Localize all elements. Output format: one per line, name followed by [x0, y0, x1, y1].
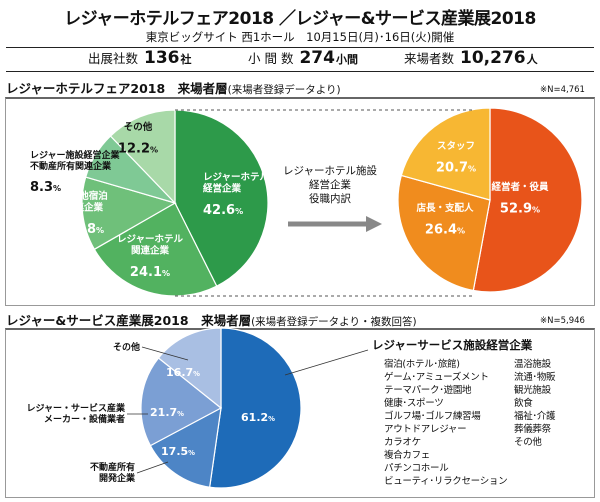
section1-panel	[5, 97, 595, 306]
stat-booths: 小 間 数 274 小間	[248, 48, 358, 71]
pie-slice	[397, 174, 491, 292]
slice-label: その他	[124, 121, 153, 133]
slice-label: レジャー施設経営企業	[30, 149, 121, 161]
list-item: 温浴施設	[514, 359, 551, 370]
list-item: ビューティ･リラクセーション	[384, 476, 508, 487]
pie-slice	[109, 109, 176, 205]
slice-value: 26.4%	[425, 223, 465, 238]
section2-subtitle: (来場者登録データより・複数回答)	[251, 316, 417, 328]
stats-bar: 出展社数 136 社 小 間 数 274 小間 来場者数 10,276 人	[6, 47, 594, 72]
list-item: 飲食	[514, 398, 533, 409]
section2-panel	[5, 328, 595, 498]
pie-slice	[472, 107, 583, 293]
list-item: パチンコホール	[384, 463, 449, 474]
slice-value: 8.3%	[30, 180, 61, 195]
slice-label: 経営者・役員	[491, 181, 549, 193]
leader-line	[136, 461, 169, 474]
list-item: 宿泊(ホテル･旅館)	[384, 359, 460, 370]
stat-value: 10,276	[460, 48, 526, 68]
slice-label: メーカー・設備業者	[44, 413, 125, 425]
stat-unit: 小間	[335, 53, 358, 66]
slice-value: 42.6%	[203, 203, 243, 218]
list-item: 葬儀葬祭	[514, 424, 551, 435]
slice-label: 不動産所有関連企業	[30, 160, 112, 172]
arrow-label: レジャーホテル施設 経営企業 役職内訳	[270, 164, 390, 206]
slice-value: 52.9%	[500, 202, 540, 217]
section2-title: レジャー&サービス産業展2018 来場者層(来場者登録データより・複数回答)	[6, 310, 417, 329]
section1-title-text: レジャーホテルフェア2018 来場者層	[6, 81, 228, 96]
section1-title: レジャーホテルフェア2018 来場者層(来場者登録データより)	[6, 78, 341, 97]
slice-value: 16.7%	[166, 366, 200, 379]
slice-label: その他宿泊	[60, 190, 108, 202]
slice-label: レジャー・サービス産業	[26, 402, 126, 414]
pie-slice	[81, 176, 177, 251]
pie-slice	[208, 327, 302, 489]
pie-slice	[174, 109, 269, 287]
slice-label: スタッフ	[437, 140, 475, 152]
facility-list-col2: 温浴施設 流通･物販 観光施設 飲食 福祉･介護 葬儀葬祭 その他	[514, 358, 556, 449]
slice-label: 関連企業	[131, 245, 170, 257]
stat-value: 274	[299, 48, 335, 68]
arrow-label-line: 役職内訳	[309, 193, 351, 205]
arrow-label-line: レジャーホテル施設	[283, 165, 377, 177]
slice-value: 17.5%	[161, 445, 195, 458]
stat-visitors: 来場者数 10,276 人	[404, 48, 538, 71]
slice-value: 21.7%	[150, 406, 184, 419]
leader-line	[284, 349, 369, 376]
arrow-head	[366, 216, 382, 232]
pie-slice	[140, 357, 223, 447]
slice-label: 関連企業	[65, 202, 104, 214]
list-item: ゴルフ場･ゴルフ練習場	[384, 411, 481, 422]
list-item: カラオケ	[384, 437, 421, 448]
pie-slice	[400, 107, 491, 201]
arrow-label-line: 経営企業	[309, 179, 351, 191]
page-title: レジャーホテルフェア2018 ／レジャー&サービス産業展2018	[64, 9, 536, 29]
section1-subtitle: (来場者登録データより)	[227, 84, 341, 96]
slice-label: 経営企業	[203, 183, 242, 195]
pie-slice	[157, 327, 222, 410]
slice-label: 店長・支配人	[416, 202, 474, 214]
pie-chart-role-breakdown: 経営者・役員 52.9% 店長・支配人 26.4% スタッフ 20.7%	[397, 107, 583, 293]
slice-value: 24.1%	[130, 265, 170, 280]
list-item: アウトドアレジャー	[384, 424, 467, 435]
venue-date-line: 東京ビッグサイト 西1ホール 10月15日(月)･16日(火)開催	[145, 30, 455, 44]
pie-slice	[149, 406, 222, 488]
stat-exhibitors: 出展社数 136 社	[88, 48, 192, 71]
list-item: 複合カフェ	[384, 450, 431, 461]
stat-unit: 社	[180, 53, 192, 66]
list-item: その他	[514, 437, 542, 448]
slice-label: レジャーホテル	[203, 172, 270, 183]
pie-chart-service-expo: 61.2% 17.5% 21.7% 16.7%	[140, 327, 302, 489]
list-item: 健康･スポーツ	[384, 398, 444, 409]
slice-label: その他	[113, 341, 140, 353]
list-item: 観光施設	[514, 385, 551, 396]
slice-value: 61.2%	[241, 411, 275, 424]
legend-heading: レジャーサービス施設経営企業	[372, 338, 533, 352]
slice-value: 12.2%	[118, 142, 158, 157]
list-item: テーマパーク･遊園地	[384, 385, 472, 396]
section1-note: ※N=4,761	[540, 85, 585, 95]
stat-label: 来場者数	[404, 51, 455, 66]
section2-title-text: レジャー&サービス産業展2018 来場者層	[6, 313, 252, 328]
pie-chart-hotel-fair: レジャーホテル経営企業42.6%レジャーホテル関連企業24.1%その他宿泊関連企…	[30, 109, 270, 297]
leader-line	[141, 346, 189, 361]
stat-label: 小 間 数	[248, 51, 294, 66]
pie-slice	[93, 202, 218, 297]
section2-note: ※N=5,946	[540, 316, 585, 326]
slice-label: 開発企業	[99, 472, 136, 484]
stat-value: 136	[144, 48, 180, 68]
slice-value: 12.8%	[64, 222, 104, 237]
slice-label: 不動産所有	[90, 461, 135, 473]
slice-value: 20.7%	[436, 161, 476, 176]
list-item: 流通･物販	[514, 372, 556, 383]
stat-label: 出展社数	[88, 51, 139, 66]
slice-label: レジャーホテル	[117, 234, 184, 245]
list-item: 福祉･介護	[514, 411, 556, 422]
list-item: ゲーム･アミューズメント	[384, 372, 489, 383]
stat-unit: 人	[526, 53, 538, 66]
facility-list-col1: 宿泊(ホテル･旅館) ゲーム･アミューズメント テーマパーク･遊園地 健康･スポ…	[384, 358, 508, 488]
